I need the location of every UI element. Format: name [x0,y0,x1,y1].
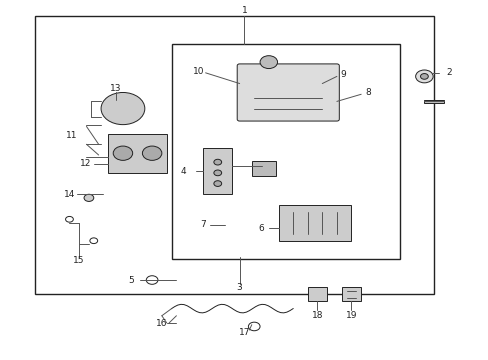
FancyBboxPatch shape [237,64,339,121]
Bar [307,287,326,301]
Bar [424,100,443,103]
Circle shape [84,194,94,202]
Text: 11: 11 [66,131,78,140]
Text: 13: 13 [110,84,121,93]
Circle shape [420,73,427,79]
Circle shape [113,146,132,160]
Text: 4: 4 [181,167,186,176]
Text: 12: 12 [80,159,91,168]
Circle shape [260,56,277,68]
Circle shape [142,146,162,160]
Bar [278,205,351,241]
Circle shape [213,181,221,186]
Bar [341,287,361,301]
Text: 6: 6 [258,224,264,233]
Text: 10: 10 [192,67,203,76]
Text: 2: 2 [445,68,450,77]
Text: 14: 14 [63,190,75,199]
Text: 3: 3 [236,283,242,292]
Bar [35,16,433,294]
Circle shape [213,170,221,176]
Text: 19: 19 [345,311,357,320]
Bar [203,148,232,194]
Text: 15: 15 [73,256,85,265]
Bar [251,161,276,176]
Bar [108,134,166,173]
Text: 8: 8 [365,88,370,97]
Text: 9: 9 [340,70,346,79]
Text: 1: 1 [241,6,247,15]
Circle shape [415,70,432,83]
Text: 7: 7 [200,220,205,229]
Circle shape [213,159,221,165]
Circle shape [101,93,144,125]
Bar [171,44,399,258]
Text: 16: 16 [156,319,167,328]
Text: 17: 17 [238,328,250,337]
Text: 18: 18 [311,311,323,320]
Text: 5: 5 [128,275,134,284]
